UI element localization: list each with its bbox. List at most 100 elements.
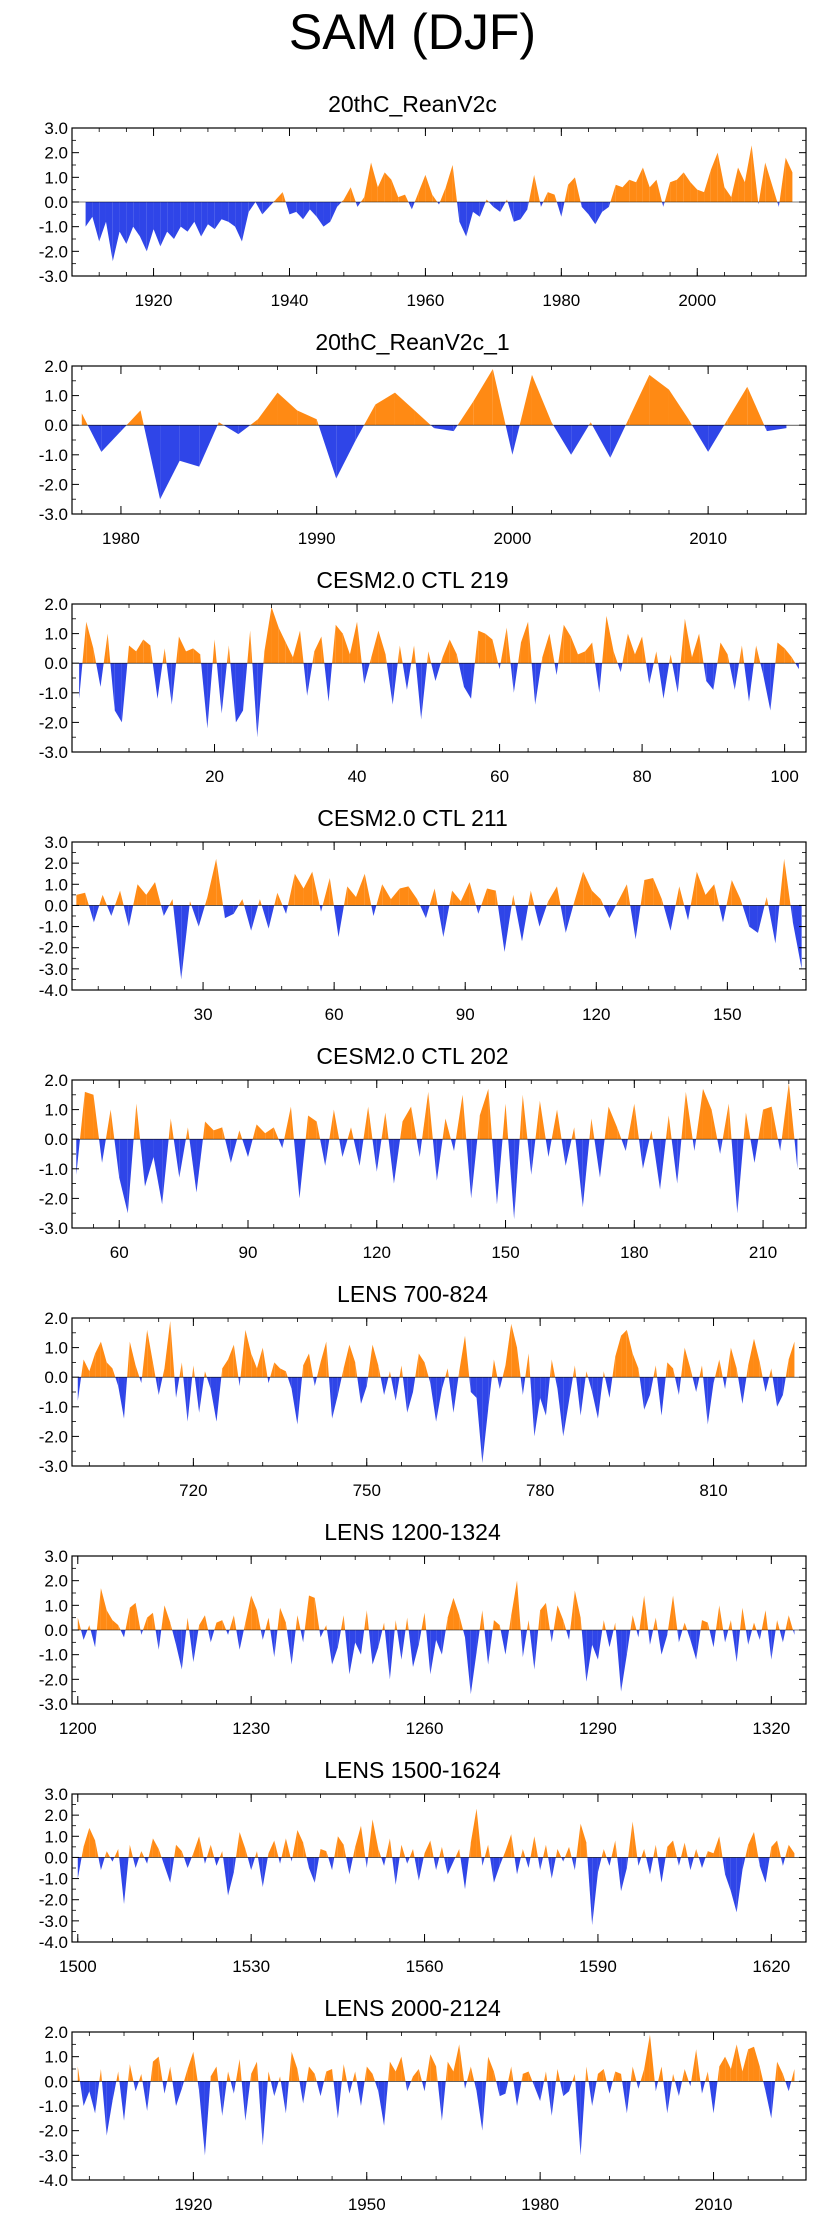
positive-area [321, 637, 324, 664]
positive-area [641, 2069, 645, 2081]
negative-area [289, 202, 296, 214]
negative-area [607, 1857, 610, 1865]
negative-area [646, 663, 649, 684]
x-tick-label: 150 [713, 1005, 741, 1024]
positive-area [277, 1608, 280, 1630]
negative-area [288, 1377, 292, 1389]
positive-area [754, 2047, 760, 2082]
y-tick-label: -1.0 [39, 1160, 68, 1179]
positive-area [547, 901, 548, 905]
positive-area [694, 1849, 696, 1857]
negative-area [122, 663, 127, 722]
positive-area [415, 1354, 419, 1378]
positive-area [738, 167, 745, 202]
y-tick-label: -4.0 [39, 1933, 68, 1952]
positive-area [176, 637, 179, 664]
negative-area [482, 2081, 486, 2130]
negative-area [181, 202, 188, 232]
y-tick-label: -3.0 [39, 1457, 68, 1476]
negative-area [381, 1377, 384, 1395]
negative-area [338, 2081, 342, 2118]
negative-area [464, 663, 471, 699]
negative-area [378, 1630, 382, 1647]
negative-area [124, 905, 129, 926]
negative-area [112, 2081, 116, 2101]
positive-area [777, 2062, 783, 2082]
negative-area [425, 2081, 427, 2091]
negative-area [158, 663, 163, 699]
negative-area [338, 1630, 341, 1647]
negative-area [592, 1857, 598, 1925]
negative-area [392, 1857, 395, 1884]
y-tick-label: 3.0 [44, 833, 68, 852]
negative-area [636, 905, 641, 939]
positive-area [557, 886, 561, 905]
positive-area [153, 1362, 156, 1377]
positive-area [485, 634, 492, 664]
negative-area [199, 425, 217, 466]
positive-area [297, 1615, 300, 1630]
negative-area [278, 1857, 280, 1863]
positive-area [344, 1845, 346, 1858]
positive-area [351, 1127, 354, 1139]
positive-area [482, 1610, 484, 1630]
positive-area [364, 404, 375, 425]
positive-area [219, 422, 224, 425]
positive-area [656, 1845, 658, 1858]
positive-area [250, 2074, 251, 2081]
positive-area [745, 145, 752, 202]
positive-area [391, 889, 400, 906]
negative-area [332, 1630, 338, 1665]
positive-area [184, 2069, 188, 2081]
positive-area [136, 1104, 140, 1140]
positive-area [204, 1371, 205, 1377]
negative-area [329, 1377, 332, 1418]
y-tick-label: -1.0 [39, 2097, 68, 2116]
positive-area [440, 187, 446, 202]
negative-area [291, 1857, 292, 1861]
y-tick-label: -4.0 [39, 2171, 68, 2190]
positive-area [742, 1608, 745, 1630]
negative-area [658, 1630, 662, 1655]
y-tick-label: 0.0 [44, 1848, 68, 1867]
y-tick-label: -1.0 [39, 446, 68, 465]
negative-area [349, 1630, 355, 1674]
positive-area [471, 1809, 477, 1858]
positive-area [401, 1845, 405, 1858]
positive-area [344, 187, 351, 202]
negative-area [482, 1857, 484, 1865]
negative-area [437, 202, 439, 204]
positive-area [161, 1605, 164, 1630]
negative-area [594, 1139, 600, 1177]
positive-area [525, 1354, 528, 1378]
positive-area [786, 1359, 789, 1377]
positive-area [245, 1595, 251, 1630]
negative-area [357, 2081, 361, 2106]
negative-area [234, 905, 239, 913]
positive-area [716, 1605, 719, 1630]
negative-area [102, 1139, 106, 1163]
positive-area [782, 1083, 789, 1139]
positive-area [263, 1348, 268, 1378]
negative-area [737, 1630, 740, 1662]
positive-area [521, 622, 528, 663]
negative-area [315, 1857, 319, 1882]
positive-area [746, 1113, 751, 1140]
negative-area [771, 1630, 775, 1660]
positive-area [390, 1838, 392, 1857]
negative-area [609, 202, 611, 207]
x-tick-label: 150 [491, 1243, 519, 1262]
positive-area [786, 158, 793, 202]
positive-area [548, 192, 555, 202]
negative-area [497, 1377, 499, 1389]
negative-area [101, 425, 121, 452]
negative-area [529, 1857, 531, 1868]
positive-area [568, 177, 575, 202]
positive-area [142, 1330, 147, 1377]
x-tick-label: 20 [205, 767, 224, 786]
positive-area [618, 884, 627, 905]
negative-area [223, 1857, 228, 1895]
negative-area [581, 2081, 586, 2155]
